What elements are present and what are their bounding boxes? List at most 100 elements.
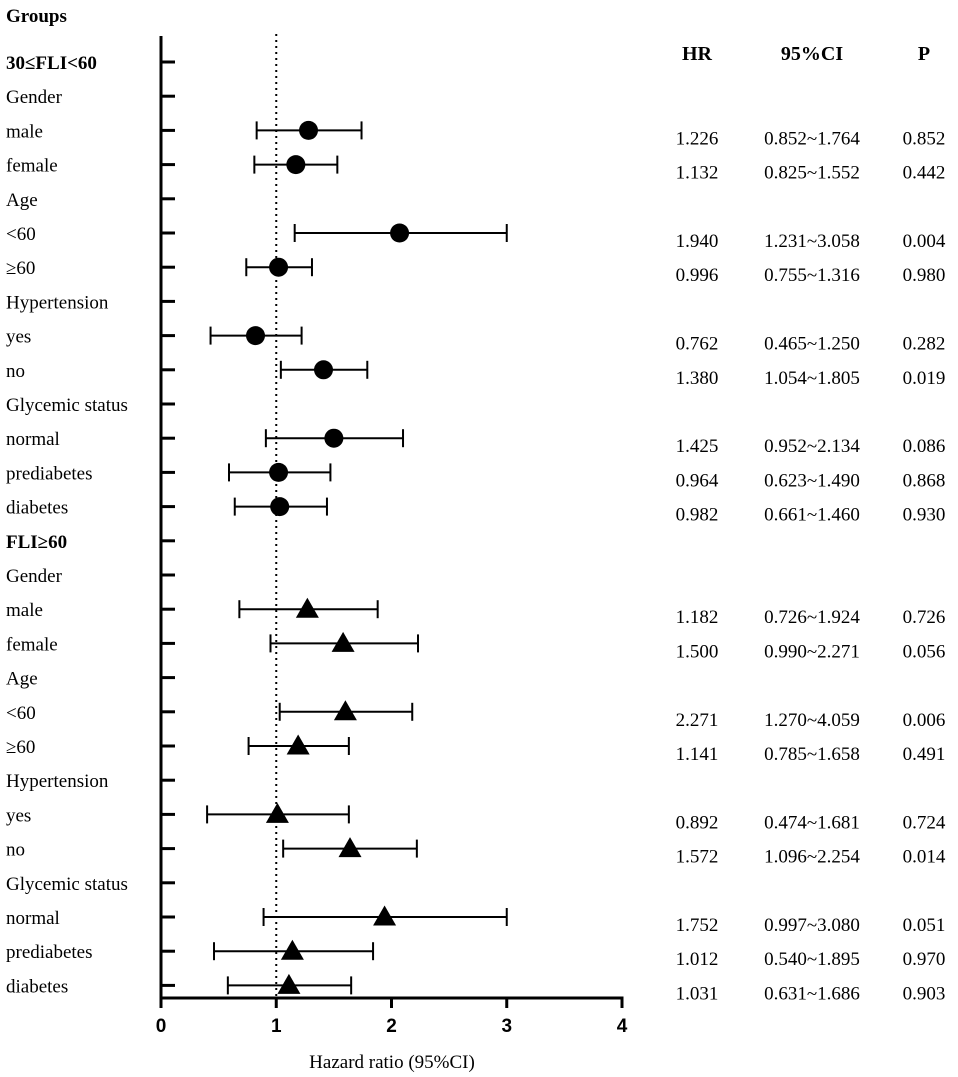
subgroup-label: <60 — [6, 703, 36, 724]
subgroup-label: prediabetes — [6, 942, 93, 963]
subgroup-label: ≥60 — [6, 737, 35, 758]
x-tick-label: 4 — [617, 1016, 628, 1037]
p-value: 0.903 — [903, 983, 946, 1004]
p-value: 0.282 — [903, 334, 946, 355]
x-tick-label: 2 — [386, 1016, 397, 1037]
subgroup-label: ≥60 — [6, 258, 35, 279]
ci-value: 0.825~1.552 — [764, 163, 860, 184]
point-estimate-circle — [269, 462, 289, 482]
p-value: 0.004 — [903, 231, 946, 252]
category-label: Age — [6, 190, 38, 211]
point-estimate-triangle — [280, 939, 304, 960]
ci-value: 0.990~2.271 — [764, 641, 860, 662]
point-estimate-triangle — [277, 973, 301, 994]
p-value: 0.930 — [903, 505, 946, 526]
ci-column-header: 95%CI — [781, 43, 843, 65]
subgroup-label: no — [6, 361, 25, 382]
x-tick-label: 3 — [501, 1016, 512, 1037]
hr-value: 1.572 — [676, 847, 719, 868]
hr-value: 1.425 — [676, 436, 719, 457]
hr-value: 1.012 — [676, 949, 719, 970]
hr-value: 0.996 — [676, 265, 719, 286]
point-estimate-triangle — [331, 631, 355, 652]
category-label: Hypertension — [6, 771, 109, 792]
p-value: 0.006 — [903, 710, 946, 731]
subgroup-label: yes — [6, 327, 31, 348]
point-estimate-triangle — [265, 802, 289, 823]
p-value: 0.970 — [903, 949, 946, 970]
subgroup-label: diabetes — [6, 976, 68, 997]
category-label: Gender — [6, 566, 63, 587]
hr-value: 2.271 — [676, 710, 719, 731]
ci-value: 0.755~1.316 — [764, 265, 860, 286]
point-estimate-circle — [246, 326, 266, 346]
subgroup-label: <60 — [6, 224, 36, 245]
hr-value: 0.982 — [676, 505, 719, 526]
hr-value: 0.892 — [676, 812, 719, 833]
point-estimate-triangle — [338, 837, 362, 858]
p-value: 0.980 — [903, 265, 946, 286]
subgroup-label: yes — [6, 805, 31, 826]
x-tick-label: 0 — [156, 1016, 167, 1037]
p-value: 0.019 — [903, 368, 946, 389]
point-estimate-circle — [270, 497, 290, 517]
ci-value: 0.852~1.764 — [764, 128, 860, 149]
hr-value: 1.500 — [676, 641, 719, 662]
hr-value: 1.380 — [676, 368, 719, 389]
point-estimate-circle — [299, 120, 319, 140]
hr-value: 1.132 — [676, 163, 719, 184]
point-estimate-triangle — [333, 700, 357, 721]
hr-column-header: HR — [682, 43, 713, 65]
category-label: Age — [6, 669, 38, 690]
hr-value: 1.226 — [676, 128, 719, 149]
subgroup-label: prediabetes — [6, 463, 93, 484]
ci-value: 1.270~4.059 — [764, 710, 860, 731]
category-label: Gender — [6, 87, 63, 108]
x-axis-title: Hazard ratio (95%CI) — [309, 1052, 475, 1073]
subgroup-label: male — [6, 600, 43, 621]
ci-value: 0.785~1.658 — [764, 744, 860, 765]
point-estimate-triangle — [373, 905, 397, 926]
hr-value: 1.141 — [676, 744, 719, 765]
p-value: 0.086 — [903, 436, 946, 457]
subgroup-label: female — [6, 634, 58, 655]
group-header-label: 30≤FLI<60 — [6, 53, 97, 74]
ci-value: 0.474~1.681 — [764, 812, 860, 833]
subgroup-label: male — [6, 121, 43, 142]
point-estimate-circle — [390, 223, 410, 243]
p-value: 0.056 — [903, 641, 946, 662]
category-label: Glycemic status — [6, 874, 128, 895]
ci-value: 0.952~2.134 — [764, 436, 860, 457]
point-estimate-triangle — [295, 597, 319, 618]
hr-value: 1.752 — [676, 915, 719, 936]
x-tick-label: 1 — [271, 1016, 282, 1037]
ci-value: 0.661~1.460 — [764, 505, 860, 526]
ci-value: 0.623~1.490 — [764, 470, 860, 491]
p-value: 0.442 — [903, 163, 946, 184]
p-value: 0.014 — [903, 847, 946, 868]
p-value: 0.491 — [903, 744, 946, 765]
ci-value: 1.231~3.058 — [764, 231, 860, 252]
hr-value: 0.964 — [676, 470, 719, 491]
hr-value: 1.940 — [676, 231, 719, 252]
p-value: 0.724 — [903, 812, 946, 833]
subgroup-label: normal — [6, 429, 60, 450]
category-label: Glycemic status — [6, 395, 128, 416]
chart-title: Groups — [6, 6, 67, 27]
point-estimate-circle — [269, 257, 289, 277]
ci-value: 0.465~1.250 — [764, 334, 860, 355]
subgroup-label: no — [6, 840, 25, 861]
point-estimate-triangle — [286, 734, 310, 755]
p-value: 0.852 — [903, 128, 946, 149]
ci-value: 0.997~3.080 — [764, 915, 860, 936]
hr-value: 0.762 — [676, 334, 719, 355]
subgroup-label: diabetes — [6, 498, 68, 519]
ci-value: 0.631~1.686 — [764, 983, 860, 1004]
ci-value: 0.726~1.924 — [764, 607, 860, 628]
point-estimate-circle — [286, 155, 306, 175]
point-estimate-circle — [324, 428, 344, 448]
p-column-header: P — [918, 43, 930, 65]
p-value: 0.868 — [903, 470, 946, 491]
plot-area: 0 1 2 3 4 30≤FLI<60 Gender male 1.226 0.852~1.764… — [6, 34, 946, 1037]
subgroup-label: female — [6, 156, 58, 177]
